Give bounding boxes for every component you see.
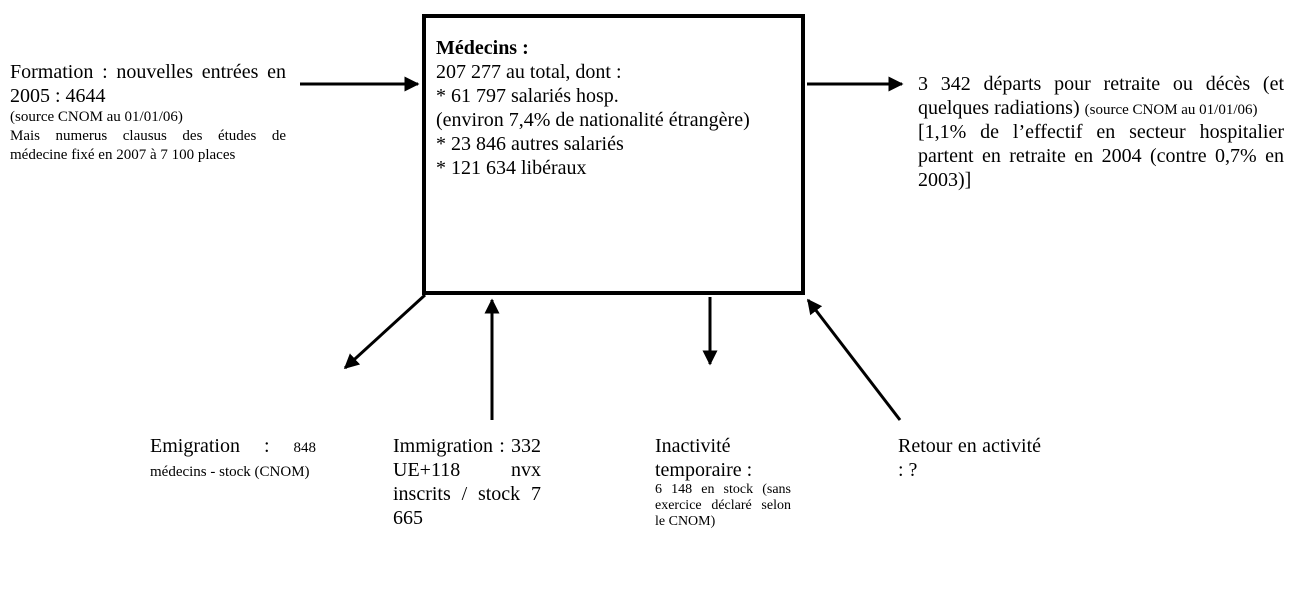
formation: Formation : nouvelles entrées en 2005 : … bbox=[10, 60, 286, 165]
emigration-text: Emigration : bbox=[150, 435, 270, 457]
retour-text: Retour en activité : ? bbox=[898, 435, 1041, 481]
center-line: 207 277 au total, dont : bbox=[436, 61, 622, 83]
center-line: * 61 797 salariés hosp. bbox=[436, 85, 619, 107]
formation-text: Formation : nouvelles entrées en 2005 : … bbox=[10, 61, 286, 107]
departs-text: 3 342 départs pour retraite ou décès (et… bbox=[918, 73, 1284, 119]
emigration: Emigration : 848 médecins - stock (CNOM) bbox=[150, 434, 316, 482]
arrow bbox=[806, 298, 902, 421]
inactivite: Inactivité temporaire : 6 148 en stock (… bbox=[655, 434, 791, 530]
departs-note: [1,1% de l’effectif en secteur hospitali… bbox=[918, 121, 1284, 191]
center-line: * 121 634 libéraux bbox=[436, 157, 587, 179]
immigration-text: Immigration : 332 UE+118 nvx inscrits / … bbox=[393, 435, 541, 529]
inactivite-note: 6 148 en stock (sans exercice déclaré se… bbox=[655, 482, 791, 529]
emigration-note: 848 médecins - stock (CNOM) bbox=[150, 440, 316, 480]
inactivite-text: Inactivité temporaire : bbox=[655, 435, 753, 481]
center-line: (environ 7,4% de nationalité étrangère) bbox=[436, 109, 750, 131]
center-line: * 23 846 autres salariés bbox=[436, 133, 624, 155]
departs-source: (source CNOM au 01/01/06) bbox=[1084, 102, 1258, 118]
departs: 3 342 départs pour retraite ou décès (et… bbox=[918, 72, 1284, 192]
formation-source: (source CNOM au 01/01/06) bbox=[10, 109, 183, 125]
center-title: Médecins : bbox=[436, 37, 529, 59]
center-box: Médecins : 207 277 au total, dont : * 61… bbox=[422, 14, 805, 295]
formation-note: Mais numerus clausus des études de médec… bbox=[10, 128, 286, 163]
immigration: Immigration : 332 UE+118 nvx inscrits / … bbox=[393, 434, 541, 530]
retour: Retour en activité : ? bbox=[898, 434, 1041, 482]
arrow bbox=[343, 293, 427, 370]
